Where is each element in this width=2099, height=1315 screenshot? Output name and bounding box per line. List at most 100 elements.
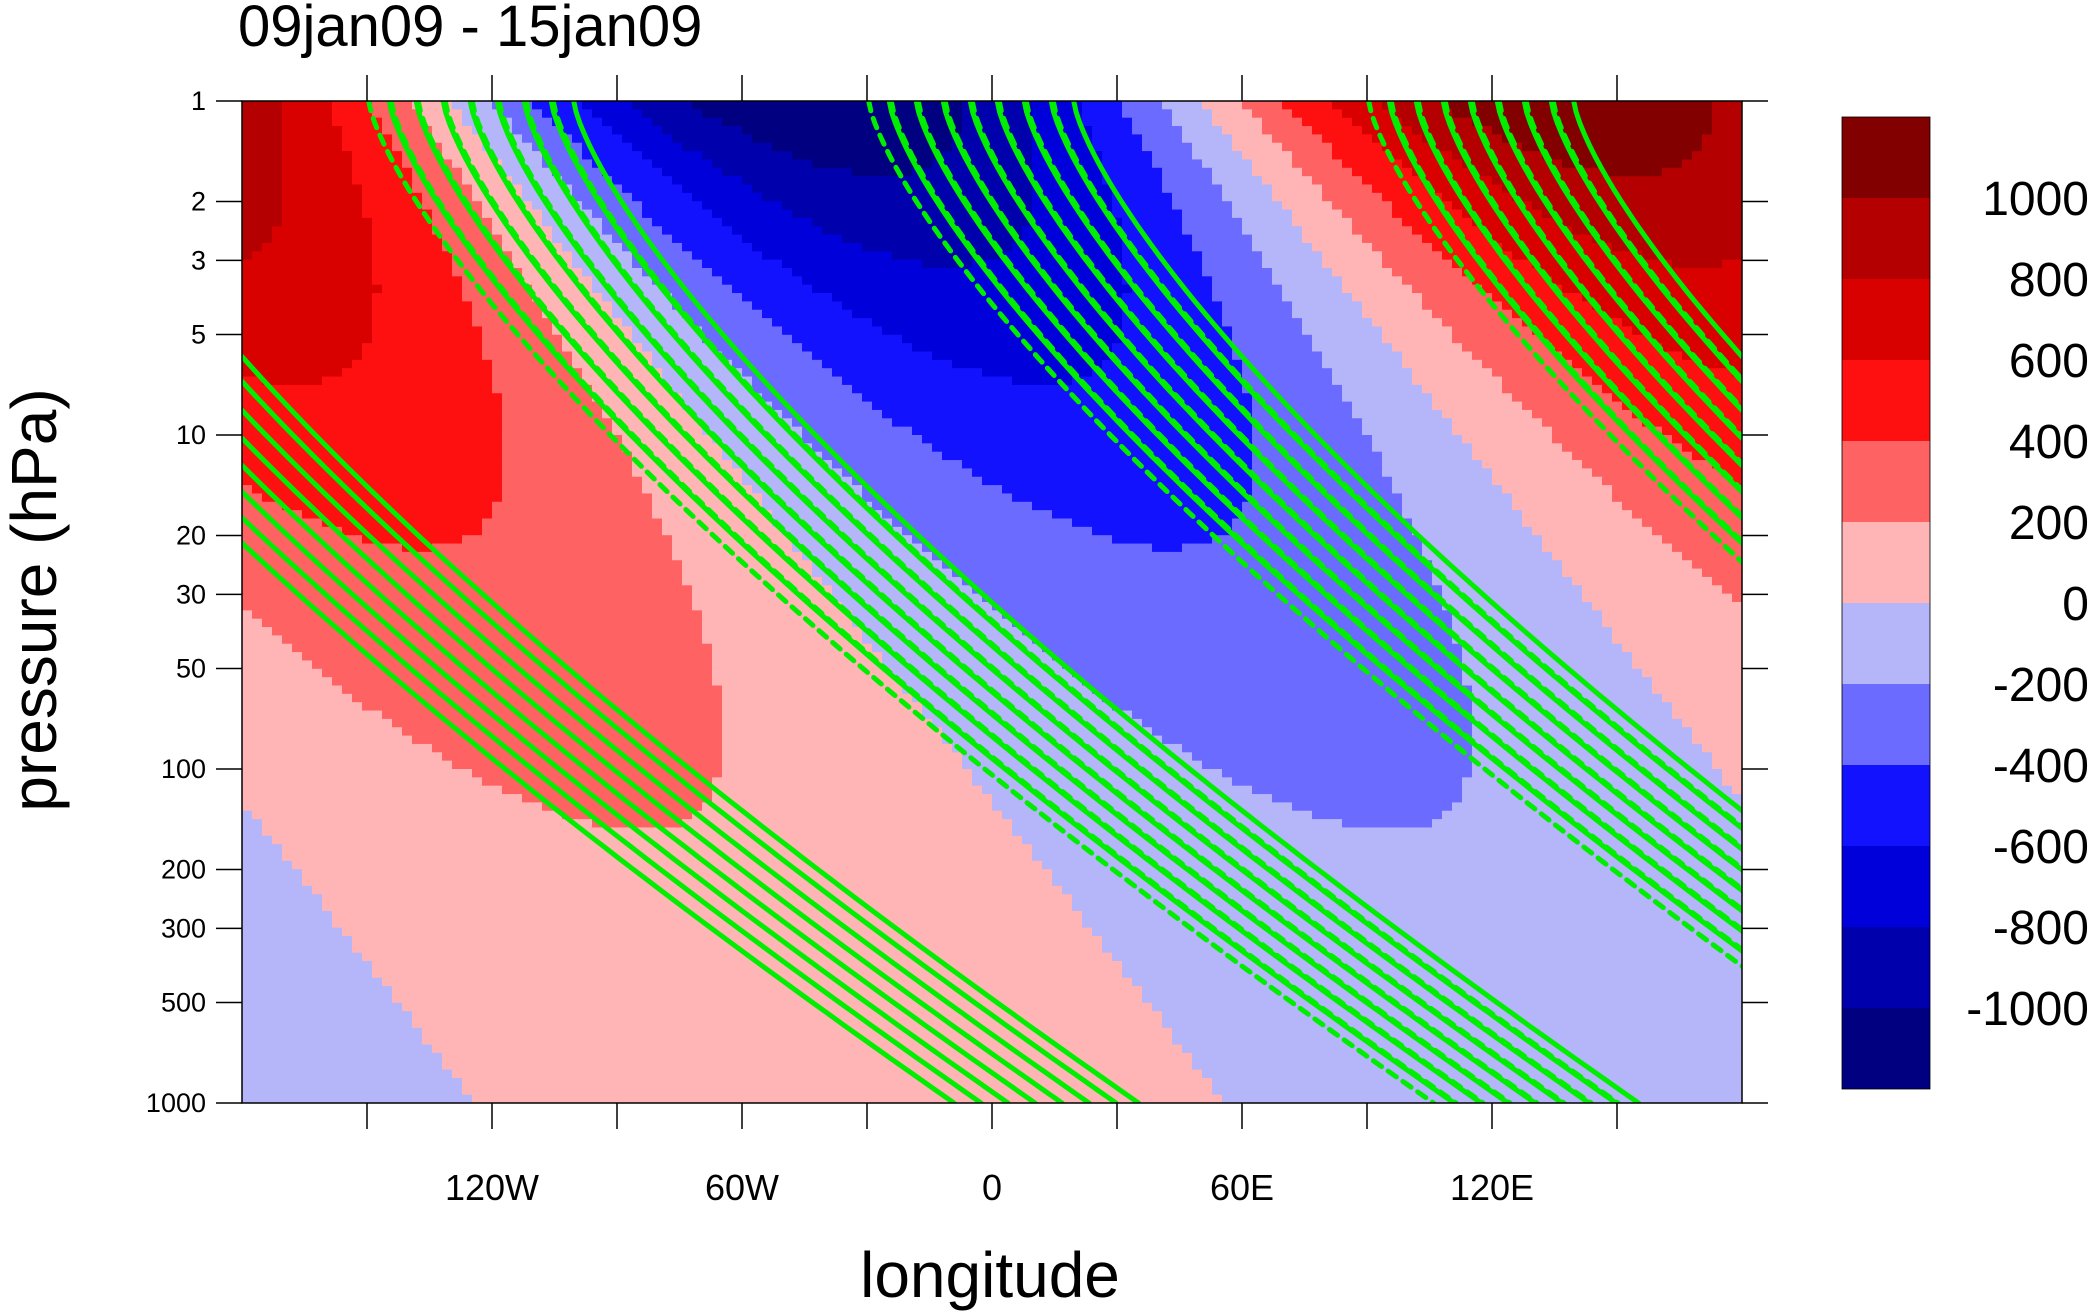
field-cell	[632, 126, 643, 136]
field-cell	[792, 109, 803, 119]
field-cell	[1692, 368, 1703, 378]
field-cell	[852, 368, 863, 378]
field-cell	[242, 151, 253, 161]
field-cell	[642, 192, 653, 202]
field-cell	[1692, 209, 1703, 219]
field-cell	[1302, 201, 1313, 211]
field-cell	[332, 326, 343, 336]
field-cell	[1632, 142, 1643, 152]
field-cell	[1242, 126, 1253, 136]
field-cell	[742, 318, 753, 328]
field-cell	[1642, 159, 1653, 169]
field-cell	[942, 134, 953, 144]
field-cell	[312, 151, 323, 161]
field-cell	[1022, 217, 1033, 227]
field-cell	[1442, 309, 1453, 319]
field-cell	[582, 318, 593, 328]
field-cell	[552, 259, 563, 269]
field-cell	[522, 142, 533, 152]
field-cell	[622, 184, 633, 194]
field-cell	[1572, 334, 1583, 344]
field-cell	[322, 334, 333, 344]
field-cell	[792, 368, 803, 378]
field-cell	[1162, 226, 1173, 236]
field-cell	[1632, 276, 1643, 286]
field-cell	[402, 117, 413, 127]
field-cell	[662, 226, 673, 236]
field-cell	[252, 376, 263, 386]
field-cell	[242, 117, 253, 127]
field-cell	[532, 276, 543, 286]
field-cell	[1272, 167, 1283, 177]
field-cell	[522, 192, 533, 202]
field-cell	[882, 142, 893, 152]
field-cell	[742, 142, 753, 152]
field-cell	[802, 159, 813, 169]
field-cell	[1322, 142, 1333, 152]
field-cell	[972, 201, 983, 211]
field-cell	[1692, 242, 1703, 252]
field-cell	[712, 284, 723, 294]
field-cell	[1042, 226, 1053, 236]
field-cell	[272, 309, 283, 319]
field-cell	[802, 343, 813, 353]
field-cell	[1442, 259, 1453, 269]
field-cell	[582, 209, 593, 219]
field-cell	[1732, 184, 1742, 194]
field-cell	[862, 284, 873, 294]
field-cell	[1622, 142, 1633, 152]
field-cell	[1312, 184, 1323, 194]
field-cell	[1592, 167, 1603, 177]
field-cell	[1422, 334, 1433, 344]
field-cell	[332, 209, 343, 219]
field-cell	[1342, 326, 1353, 336]
field-cell	[1582, 309, 1593, 319]
field-cell	[722, 192, 733, 202]
field-cell	[662, 334, 673, 344]
field-cell	[332, 359, 343, 369]
field-cell	[932, 318, 943, 328]
field-cell	[492, 376, 503, 386]
field-cell	[242, 293, 253, 303]
field-cell	[412, 184, 423, 194]
field-cell	[262, 242, 273, 252]
field-cell	[822, 242, 833, 252]
field-cell	[252, 209, 263, 219]
field-cell	[312, 326, 323, 336]
field-cell	[1362, 276, 1373, 286]
field-cell	[1022, 159, 1033, 169]
field-cell	[1712, 109, 1723, 119]
field-cell	[252, 117, 263, 127]
field-cell	[982, 259, 993, 269]
field-cell	[652, 134, 663, 144]
field-cell	[1642, 192, 1653, 202]
field-cell	[1452, 326, 1463, 336]
field-cell	[1222, 159, 1233, 169]
field-cell	[1232, 226, 1243, 236]
field-cell	[1292, 151, 1303, 161]
field-cell	[1292, 176, 1303, 186]
field-cell	[1452, 351, 1463, 361]
field-cell	[1282, 167, 1293, 177]
field-cell	[482, 301, 493, 311]
field-cell	[862, 151, 873, 161]
field-cell	[632, 326, 643, 336]
field-cell	[1052, 101, 1063, 111]
field-cell	[812, 293, 823, 303]
field-cell	[482, 242, 493, 252]
field-cell	[702, 217, 713, 227]
field-cell	[1702, 176, 1713, 186]
field-cell	[782, 326, 793, 336]
field-cell	[572, 351, 583, 361]
field-cell	[1402, 109, 1413, 119]
field-cell	[382, 334, 393, 344]
field-cell	[762, 201, 773, 211]
field-cell	[1492, 368, 1503, 378]
field-cell	[812, 201, 823, 211]
field-cell	[1512, 251, 1523, 261]
field-cell	[902, 234, 913, 244]
field-cell	[1072, 142, 1083, 152]
field-cell	[1262, 134, 1273, 144]
field-cell	[1072, 134, 1083, 144]
field-cell	[752, 142, 763, 152]
